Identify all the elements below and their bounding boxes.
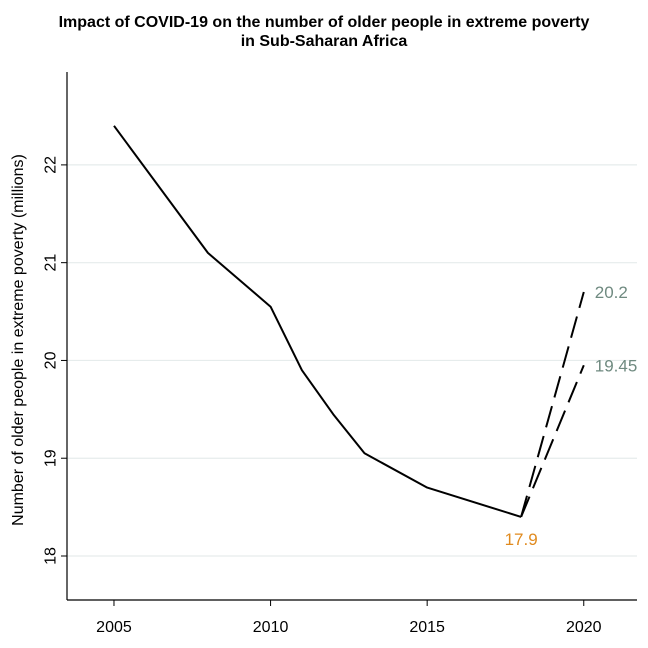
data-label-20-2: 20.2: [595, 283, 628, 302]
y-tick-label-21: 21: [43, 254, 60, 272]
x-tick-label-2020: 2020: [566, 619, 602, 636]
x-tick-label-2015: 2015: [409, 619, 445, 636]
y-axis-ticks: 18 19 20 21 22: [43, 156, 67, 565]
chart-title-line-2: in Sub-Saharan Africa: [240, 33, 408, 50]
data-labels: 17.9 20.2 19.45: [505, 283, 638, 549]
x-tick-label-2005: 2005: [96, 619, 132, 636]
x-axis-ticks: 2005 2010 2015 2020: [96, 600, 602, 636]
y-tick-label-20: 20: [43, 351, 60, 369]
series-line-projection-high: [520, 291, 585, 518]
axes: [66, 72, 637, 601]
y-tick-label-18: 18: [43, 547, 60, 565]
x-tick-label-2010: 2010: [253, 619, 289, 636]
gridlines: [67, 164, 637, 557]
y-axis-label: Number of older people in extreme povert…: [10, 154, 27, 526]
data-label-17-9: 17.9: [505, 530, 538, 549]
series-lines: [113, 125, 585, 518]
y-tick-label-22: 22: [43, 156, 60, 174]
chart-title-line-1: Impact of COVID-19 on the number of olde…: [58, 14, 590, 31]
y-tick-label-19: 19: [43, 449, 60, 467]
series-line-historical: [113, 125, 522, 518]
series-line-projection-low: [520, 364, 585, 518]
data-label-19-45: 19.45: [595, 356, 638, 375]
